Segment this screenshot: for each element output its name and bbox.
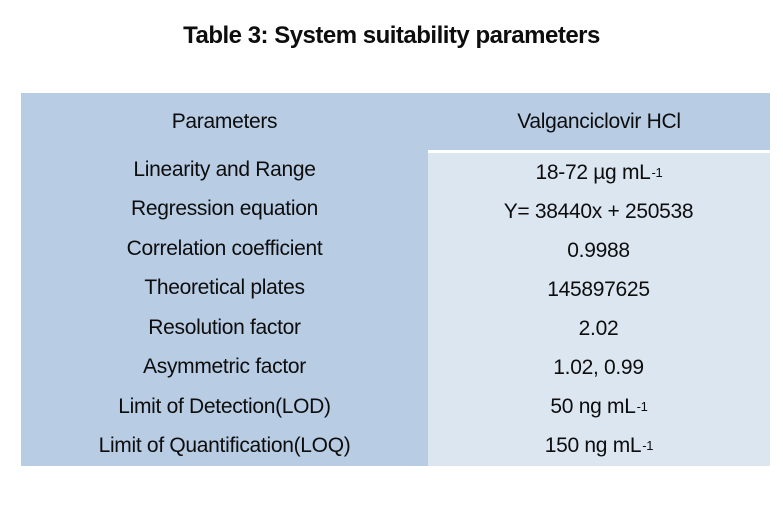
- parameter-cell-linearity: Linearity and Range: [133, 157, 316, 181]
- value-cell-regression: Y= 38440x + 250538: [428, 192, 770, 231]
- value-column: 18-72 µg mL -1 Y= 38440x + 250538 0.9988 …: [428, 150, 770, 466]
- header-parameters: Parameters: [171, 109, 278, 133]
- value-text: 150 ng mL: [544, 434, 642, 458]
- value-text: Y= 38440x + 250538: [503, 199, 694, 223]
- value-text: 18-72 µg mL: [535, 160, 651, 184]
- parameter-column: Linearity and Range Regression equation …: [21, 150, 428, 466]
- value-text: 2.02: [578, 317, 619, 341]
- value-text: 1.02, 0.99: [553, 356, 644, 380]
- value-text: 145897625: [547, 277, 650, 301]
- parameter-cell-lod: Limit of Detection(LOD): [118, 394, 331, 418]
- value-cell-linearity: 18-72 µg mL -1: [535, 160, 663, 184]
- table-body: Linearity and Range Regression equation …: [21, 150, 770, 466]
- header-valganciclovir-hcl: Valganciclovir HCl: [517, 109, 681, 133]
- value-text: 0.9988: [567, 238, 630, 262]
- value-cell-asymmetric: 1.02, 0.99: [428, 349, 770, 388]
- parameter-cell-resolution: Resolution factor: [148, 315, 301, 339]
- table-header-row: Parameters Valganciclovir HCl: [21, 93, 770, 150]
- suitability-table: Parameters Valganciclovir HCl Linearity …: [21, 93, 770, 466]
- value-cell-lod: 50 ng mL -1: [550, 395, 648, 419]
- parameter-cell-asymmetric: Asymmetric factor: [143, 355, 306, 379]
- parameter-cell-regression: Regression equation: [131, 197, 318, 221]
- value-cell-theoretical: 145897625: [428, 270, 770, 309]
- value-text: 50 ng mL: [550, 395, 636, 419]
- value-cell-resolution: 2.02: [428, 310, 770, 349]
- parameter-cell-theoretical: Theoretical plates: [144, 276, 305, 300]
- value-cell-correlation: 0.9988: [428, 231, 770, 270]
- value-cell-loq: 150 ng mL -1: [544, 434, 654, 458]
- parameter-cell-correlation: Correlation coefficient: [126, 236, 323, 260]
- table-caption: Table 3: System suitability parameters: [183, 22, 600, 49]
- parameter-cell-loq: Limit of Quantification(LOQ): [98, 434, 351, 458]
